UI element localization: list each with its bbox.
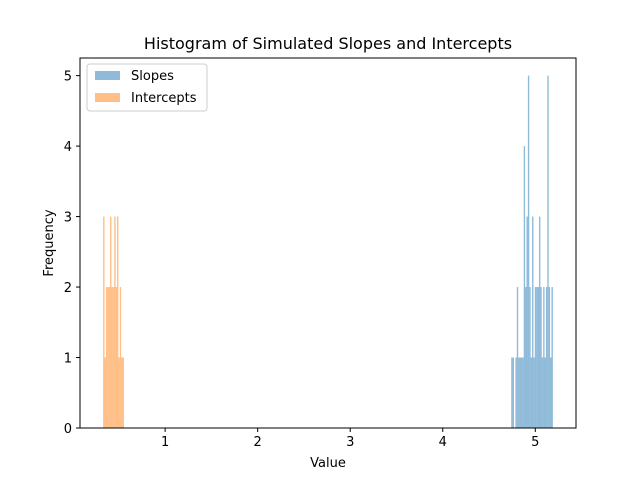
legend: Slopes Intercepts bbox=[86, 63, 208, 112]
y-axis-ticks: 0 1 2 3 4 5 bbox=[64, 70, 80, 437]
bar-intercepts bbox=[118, 357, 120, 428]
bar-slopes bbox=[530, 357, 533, 428]
bar-slopes bbox=[540, 287, 542, 428]
bar-slopes bbox=[512, 357, 514, 428]
bar-slopes bbox=[522, 357, 524, 428]
bar-slopes bbox=[550, 357, 552, 428]
bar-slopes bbox=[543, 287, 545, 428]
chart-title: Histogram of Simulated Slopes and Interc… bbox=[144, 34, 512, 53]
legend-label-intercepts: Intercepts bbox=[131, 91, 197, 106]
bar-slopes bbox=[538, 216, 541, 428]
y-axis-label: Frequency bbox=[42, 209, 57, 276]
bar-intercepts bbox=[114, 216, 116, 428]
bar-slopes bbox=[511, 357, 513, 428]
bar-slopes bbox=[532, 216, 534, 428]
bar-intercepts bbox=[122, 357, 124, 428]
bar-slopes bbox=[526, 216, 528, 428]
bar-intercepts bbox=[121, 357, 123, 428]
bar-intercepts bbox=[117, 216, 119, 428]
x-tick-label: 3 bbox=[346, 435, 354, 450]
bar-slopes bbox=[523, 146, 526, 428]
bar-slopes bbox=[527, 75, 530, 429]
bar-slopes bbox=[516, 287, 519, 428]
y-tick-label: 0 bbox=[64, 422, 72, 437]
legend-label-slopes: Slopes bbox=[131, 69, 174, 84]
x-tick-label: 5 bbox=[531, 435, 539, 450]
bar-intercepts bbox=[104, 357, 106, 428]
bar-intercepts bbox=[107, 287, 109, 428]
plot-frame bbox=[79, 57, 577, 429]
bar-intercepts bbox=[112, 287, 115, 428]
bar-intercepts bbox=[119, 287, 122, 428]
bar-intercepts bbox=[105, 287, 108, 428]
bar-intercepts bbox=[103, 216, 105, 428]
bar-slopes bbox=[551, 287, 553, 428]
x-tick-label: 4 bbox=[439, 435, 447, 450]
x-axis-label: Value bbox=[310, 456, 346, 471]
bar-slopes bbox=[548, 287, 551, 428]
y-tick-label: 1 bbox=[64, 352, 72, 367]
bar-slopes bbox=[515, 357, 517, 428]
y-tick-label: 5 bbox=[64, 70, 72, 85]
bar-slopes bbox=[525, 287, 527, 428]
bar-slopes bbox=[519, 357, 521, 428]
bar-slopes bbox=[545, 287, 548, 428]
bar-slopes bbox=[520, 357, 523, 428]
bar-slopes bbox=[529, 287, 531, 428]
legend-swatch-slopes bbox=[95, 71, 120, 80]
bar-slopes bbox=[533, 357, 535, 428]
bar-slopes bbox=[534, 287, 537, 428]
bars-group bbox=[103, 75, 553, 429]
bar-intercepts bbox=[110, 216, 112, 428]
y-tick-label: 2 bbox=[64, 281, 72, 296]
bar-slopes bbox=[544, 357, 546, 428]
x-axis-ticks: 1 2 3 4 5 bbox=[161, 428, 539, 450]
bar-slopes bbox=[536, 287, 538, 428]
bar-intercepts bbox=[111, 287, 113, 428]
bar-slopes bbox=[547, 75, 549, 429]
bar-intercepts bbox=[115, 287, 118, 428]
x-tick-label: 2 bbox=[254, 435, 262, 450]
y-tick-label: 4 bbox=[64, 140, 72, 155]
x-tick-label: 1 bbox=[161, 435, 169, 450]
bar-intercepts bbox=[108, 287, 111, 428]
bar-slopes bbox=[541, 357, 544, 428]
bar-slopes bbox=[537, 287, 539, 428]
bar-slopes bbox=[518, 357, 520, 428]
y-tick-label: 3 bbox=[64, 211, 72, 226]
legend-swatch-intercepts bbox=[95, 93, 120, 102]
